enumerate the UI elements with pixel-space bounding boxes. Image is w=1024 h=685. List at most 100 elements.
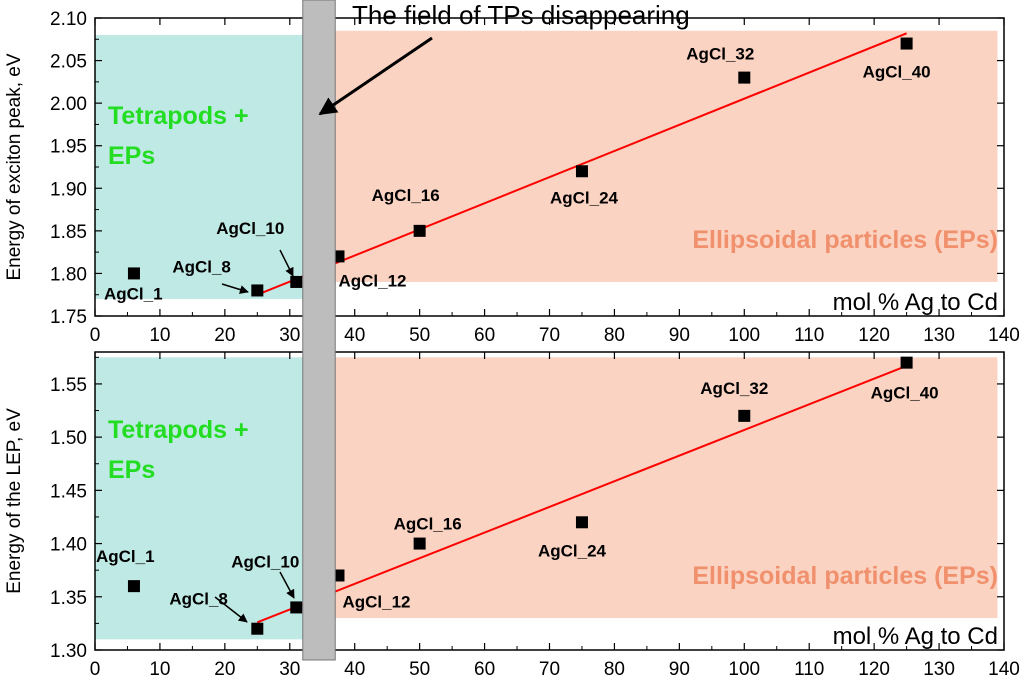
tetrapods-region [95,35,303,299]
x-tick-label: 90 [669,325,690,346]
tetrapods-region [95,357,303,640]
y-tick-label: 1.85 [50,222,87,243]
y-tick-label: 1.80 [50,264,87,285]
data-label: AgCl_12 [338,271,406,290]
y-tick-label: 1.35 [50,588,87,609]
fit-line [256,32,907,296]
x-tick-label: 20 [214,659,235,680]
x-tick-label: 50 [409,325,430,346]
x-tick-label: 70 [539,325,560,346]
fit-line [256,364,907,624]
y-tick-label: 1.50 [50,428,87,449]
x-tick-label: 140 [988,325,1020,346]
data-point [127,267,140,280]
x-tick-label: 100 [728,659,760,680]
x-tick-label: 30 [279,325,300,346]
y-tick-label: 2.10 [50,9,87,30]
data-point [127,580,140,593]
y-axis-label: Energy of the LEP, eV [4,408,25,594]
data-point [575,516,588,529]
data-point [290,601,303,614]
label-arrow [214,596,248,623]
y-tick-label: 2.00 [50,94,87,115]
x-tick-label: 60 [474,325,495,346]
tetrapods-label-line1: Tetrapods + [108,102,249,130]
x-axis-label: mol % Ag to Cd [833,289,998,316]
data-point [900,356,913,369]
x-tick-label: 60 [474,659,495,680]
data-point [413,224,426,237]
x-tick-label: 70 [539,659,560,680]
y-tick-label: 1.40 [50,535,87,556]
annotation-tps-disappearing: The field of TPs disappearing [352,0,690,30]
data-label: AgCl_8 [172,257,231,276]
x-axis-label: mol % Ag to Cd [833,623,998,650]
data-label: AgCl_24 [550,188,619,207]
x-tick-label: 20 [214,325,235,346]
x-tick-label: 40 [344,659,365,680]
data-label: AgCl_40 [863,63,931,82]
x-tick-label: 30 [279,659,300,680]
ellipsoidal-region [335,30,998,282]
ellipsoidal-label: Ellipsoidal particles (EPs) [692,226,998,254]
data-point [251,622,264,635]
x-tick-label: 80 [604,659,625,680]
data-label: AgCl_40 [871,384,939,403]
y-tick-label: 2.05 [50,52,87,73]
ellipsoidal-label: Ellipsoidal particles (EPs) [692,562,998,590]
x-tick-label: 10 [149,325,170,346]
label-arrow [221,283,249,294]
x-tick-label: 90 [669,659,690,680]
label-arrow [279,571,295,599]
chart-bottom: Tetrapods + EPs Ellipsoidal particles (EPs… [4,351,1020,680]
x-tick-label: 120 [858,659,890,680]
data-label: AgCl_16 [372,186,440,205]
x-tick-label: 50 [409,659,430,680]
data-point [575,165,588,178]
y-tick-label: 1.30 [50,641,87,662]
data-label: AgCl_10 [216,219,284,238]
data-label: AgCl_24 [538,541,607,560]
data-label: AgCl_32 [686,45,754,64]
y-tick-label: 1.45 [50,481,87,502]
data-point [290,275,303,288]
tetrapods-label-line2: EPs [108,142,155,170]
tetrapods-label-line2: EPs [108,456,155,484]
x-tick-label: 0 [90,325,101,346]
x-tick-label: 140 [988,659,1020,680]
data-label: AgCl_12 [342,593,410,612]
x-tick-label: 100 [728,325,760,346]
data-point [738,409,751,422]
annotation-arrow [318,36,433,116]
chart-top: Tetrapods + EPs Ellipsoidal particles (EPs… [4,9,1020,346]
data-label: AgCl_10 [231,552,299,571]
x-tick-label: 120 [858,325,890,346]
data-label: AgCl_1 [104,284,163,303]
x-tick-label: 40 [344,325,365,346]
x-tick-label: 130 [923,659,955,680]
data-label: AgCl_1 [96,547,155,566]
data-label: AgCl_8 [169,590,228,609]
tps-disappearing-band [302,0,336,661]
x-tick-label: 130 [923,325,955,346]
y-axis-label: Energy of exciton peak, eV [4,53,25,280]
x-tick-label: 110 [794,325,824,346]
ellipsoidal-region [335,357,998,619]
y-tick-label: 1.95 [50,137,87,158]
data-label: AgCl_32 [700,379,768,398]
data-label: AgCl_16 [394,515,462,534]
y-tick-label: 1.90 [50,179,87,200]
x-tick-label: 80 [604,325,625,346]
label-arrow [279,249,294,277]
y-tick-label: 1.75 [50,307,87,328]
data-point [738,71,751,84]
x-tick-label: 10 [149,659,170,680]
x-tick-label: 110 [794,659,824,680]
data-point [251,284,264,297]
data-point [413,537,426,550]
tetrapods-label-line1: Tetrapods + [108,416,249,444]
data-point [900,37,913,50]
x-tick-label: 0 [90,659,101,680]
y-tick-label: 1.55 [50,375,87,396]
